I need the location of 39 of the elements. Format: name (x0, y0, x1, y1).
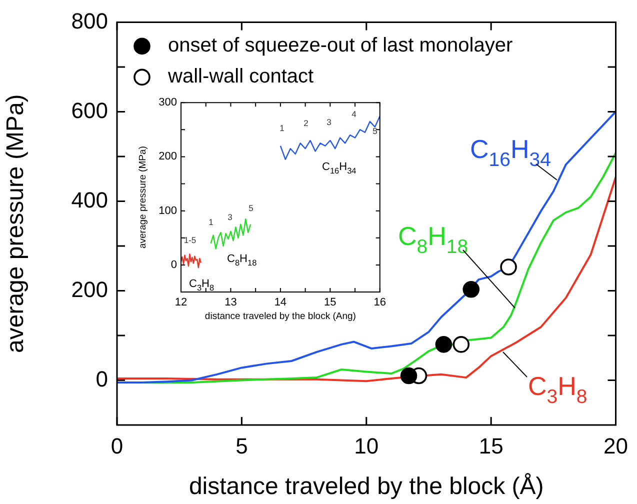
y-tick-label: 200 (71, 276, 108, 302)
y-tick-label: 200 (158, 150, 177, 163)
annotation: 1-5 (184, 235, 196, 245)
annotation: 2 (304, 118, 309, 128)
point (500, 258, 517, 276)
x-tick-label: 16 (374, 296, 386, 309)
y-tick-label: 0 (96, 366, 108, 392)
annotation: 5 (248, 203, 254, 213)
y-tick-label: 300 (158, 96, 177, 109)
x-tick-label: 13 (224, 296, 237, 309)
legend-label: wall-wall contact (167, 66, 314, 88)
point (400, 367, 418, 384)
x-tick-label: 15 (478, 433, 504, 458)
y-tick-label: 800 (71, 8, 108, 34)
y-tick-label: 0 (170, 258, 177, 271)
annotation: 3 (228, 212, 233, 222)
x-tick-label: 20 (604, 433, 628, 458)
annotation: 3 (326, 117, 332, 127)
x-tick-label: 10 (354, 433, 379, 458)
x-tick-label: 5 (236, 433, 248, 458)
annotation: 5 (372, 126, 378, 136)
legend-label: onset of squeeze-out of last monolayer (168, 34, 513, 57)
point (452, 336, 470, 353)
y-axis-title: average pressure (MPa) (137, 146, 148, 249)
annotation: 4 (352, 109, 357, 119)
x-axis-title: distance traveled by the block (Ang) (204, 310, 356, 322)
x-axis-title: distance traveled by the block (Å) (188, 473, 544, 500)
y-tick-label: 600 (71, 98, 108, 123)
y-tick-label: 100 (158, 204, 177, 217)
y-tick-label: 400 (71, 187, 108, 212)
point (435, 336, 452, 353)
x-tick-label: 0 (110, 433, 124, 458)
x-tick-label: 14 (274, 296, 287, 309)
y-axis-title: average pressure (MPa) (2, 94, 30, 353)
annotation: 1 (280, 123, 285, 133)
x-tick-label: 15 (324, 296, 336, 309)
annotation: 1 (208, 217, 214, 227)
x-tick-label: 12 (174, 296, 188, 309)
point (462, 280, 480, 298)
